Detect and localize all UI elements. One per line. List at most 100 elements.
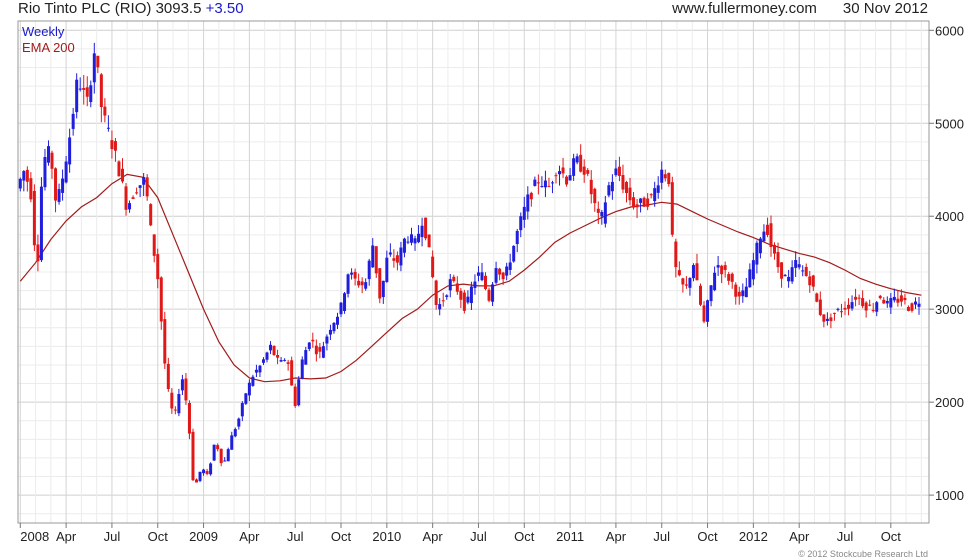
candle-body — [258, 365, 262, 373]
candle-body — [540, 186, 544, 188]
candle-body — [681, 278, 685, 285]
candle-body — [128, 203, 132, 210]
candle-body — [434, 280, 438, 305]
candle-body — [462, 292, 466, 311]
candle-body — [96, 55, 100, 68]
candle-body — [335, 316, 339, 325]
candle-body — [748, 269, 752, 288]
candle-body — [142, 177, 146, 185]
candle-body — [120, 168, 124, 182]
candle-body — [431, 256, 435, 278]
candle-body — [843, 307, 847, 310]
candle-body — [695, 263, 699, 281]
candle-body — [727, 274, 731, 281]
x-tick-label: Jul — [287, 529, 304, 544]
candle-body — [205, 471, 209, 474]
candle-body — [286, 362, 290, 364]
candle-body — [131, 197, 135, 199]
candles-layer — [18, 42, 921, 483]
y-axis: 1000 2000 3000 4000 5000 6000 — [929, 23, 964, 503]
candle-body — [653, 188, 657, 202]
candle-body — [195, 479, 199, 483]
candle-body — [723, 265, 727, 270]
candle-body — [607, 185, 611, 196]
candle-body — [790, 267, 794, 282]
candle-body — [293, 386, 297, 407]
candle-body — [300, 359, 304, 379]
candle-body — [64, 161, 68, 183]
candle-body — [906, 306, 910, 311]
candle-body — [110, 140, 114, 150]
candle-body — [18, 178, 22, 189]
candle-body — [29, 178, 33, 200]
candle-body — [138, 185, 142, 188]
candle-body — [244, 393, 248, 404]
candle-body — [233, 429, 237, 437]
candle-body — [240, 403, 244, 417]
candle-body — [314, 345, 318, 355]
candle-body — [854, 296, 858, 300]
candle-body — [501, 272, 505, 280]
candle-body — [381, 280, 385, 298]
candle-body — [875, 302, 879, 312]
candle-body — [491, 284, 495, 302]
chart-date: 30 Nov 2012 — [842, 0, 928, 17]
candle-body — [476, 272, 480, 276]
x-tick-label: 2009 — [189, 529, 218, 544]
candle-body — [910, 303, 914, 311]
candle-body — [339, 302, 343, 315]
candle-body — [61, 178, 65, 193]
candle-body — [857, 297, 861, 299]
x-tick-label: Apr — [789, 529, 810, 544]
candle-body — [166, 363, 170, 390]
y-tick-label: 5000 — [935, 116, 964, 131]
candle-body — [209, 463, 213, 475]
candle-body — [780, 262, 784, 279]
x-tick-label: Jul — [104, 529, 121, 544]
candle-body — [836, 308, 840, 310]
candle-body — [191, 431, 195, 481]
candle-body — [882, 299, 886, 304]
candle-body — [409, 234, 413, 243]
candle-body — [328, 329, 332, 335]
candle-body — [113, 141, 117, 151]
candle-body — [593, 188, 597, 204]
candle-body — [269, 344, 273, 351]
candle-body — [261, 359, 265, 363]
candle-body — [22, 171, 26, 181]
candle-body — [402, 238, 406, 253]
candle-body — [226, 449, 230, 462]
candle-body — [677, 270, 681, 276]
candle-body — [399, 247, 403, 266]
x-axis: 2008 Apr Jul Oct 2009 Apr Jul Oct 2010 Apr Jul Oct 2… — [19, 523, 901, 544]
candle-body — [903, 297, 907, 301]
candle-body — [699, 285, 703, 305]
candle-body — [526, 194, 530, 212]
x-tick-label: Jul — [837, 529, 854, 544]
y-tick-label: 1000 — [935, 488, 964, 503]
candle-body — [614, 168, 618, 176]
candle-body — [367, 260, 371, 280]
candle-body — [71, 113, 75, 129]
candle-body — [360, 281, 364, 286]
candle-body — [769, 223, 773, 248]
candle-body — [913, 301, 917, 305]
source-site: www.fullermoney.com — [672, 0, 817, 17]
candle-body — [797, 264, 801, 268]
candle-body — [187, 402, 191, 434]
candle-body — [346, 274, 350, 294]
candle-body — [297, 379, 301, 406]
candle-body — [202, 469, 206, 474]
candle-body — [744, 286, 748, 298]
candle-body — [825, 318, 829, 321]
candle-body — [135, 192, 139, 194]
candle-body — [290, 360, 294, 386]
candle-body — [656, 185, 660, 193]
candle-body — [75, 79, 79, 113]
candle-body — [808, 276, 812, 286]
candle-body — [889, 298, 893, 308]
candle-body — [68, 137, 72, 165]
candle-body — [438, 304, 442, 310]
x-tick-label: Oct — [514, 529, 535, 544]
candle-body — [39, 186, 43, 261]
